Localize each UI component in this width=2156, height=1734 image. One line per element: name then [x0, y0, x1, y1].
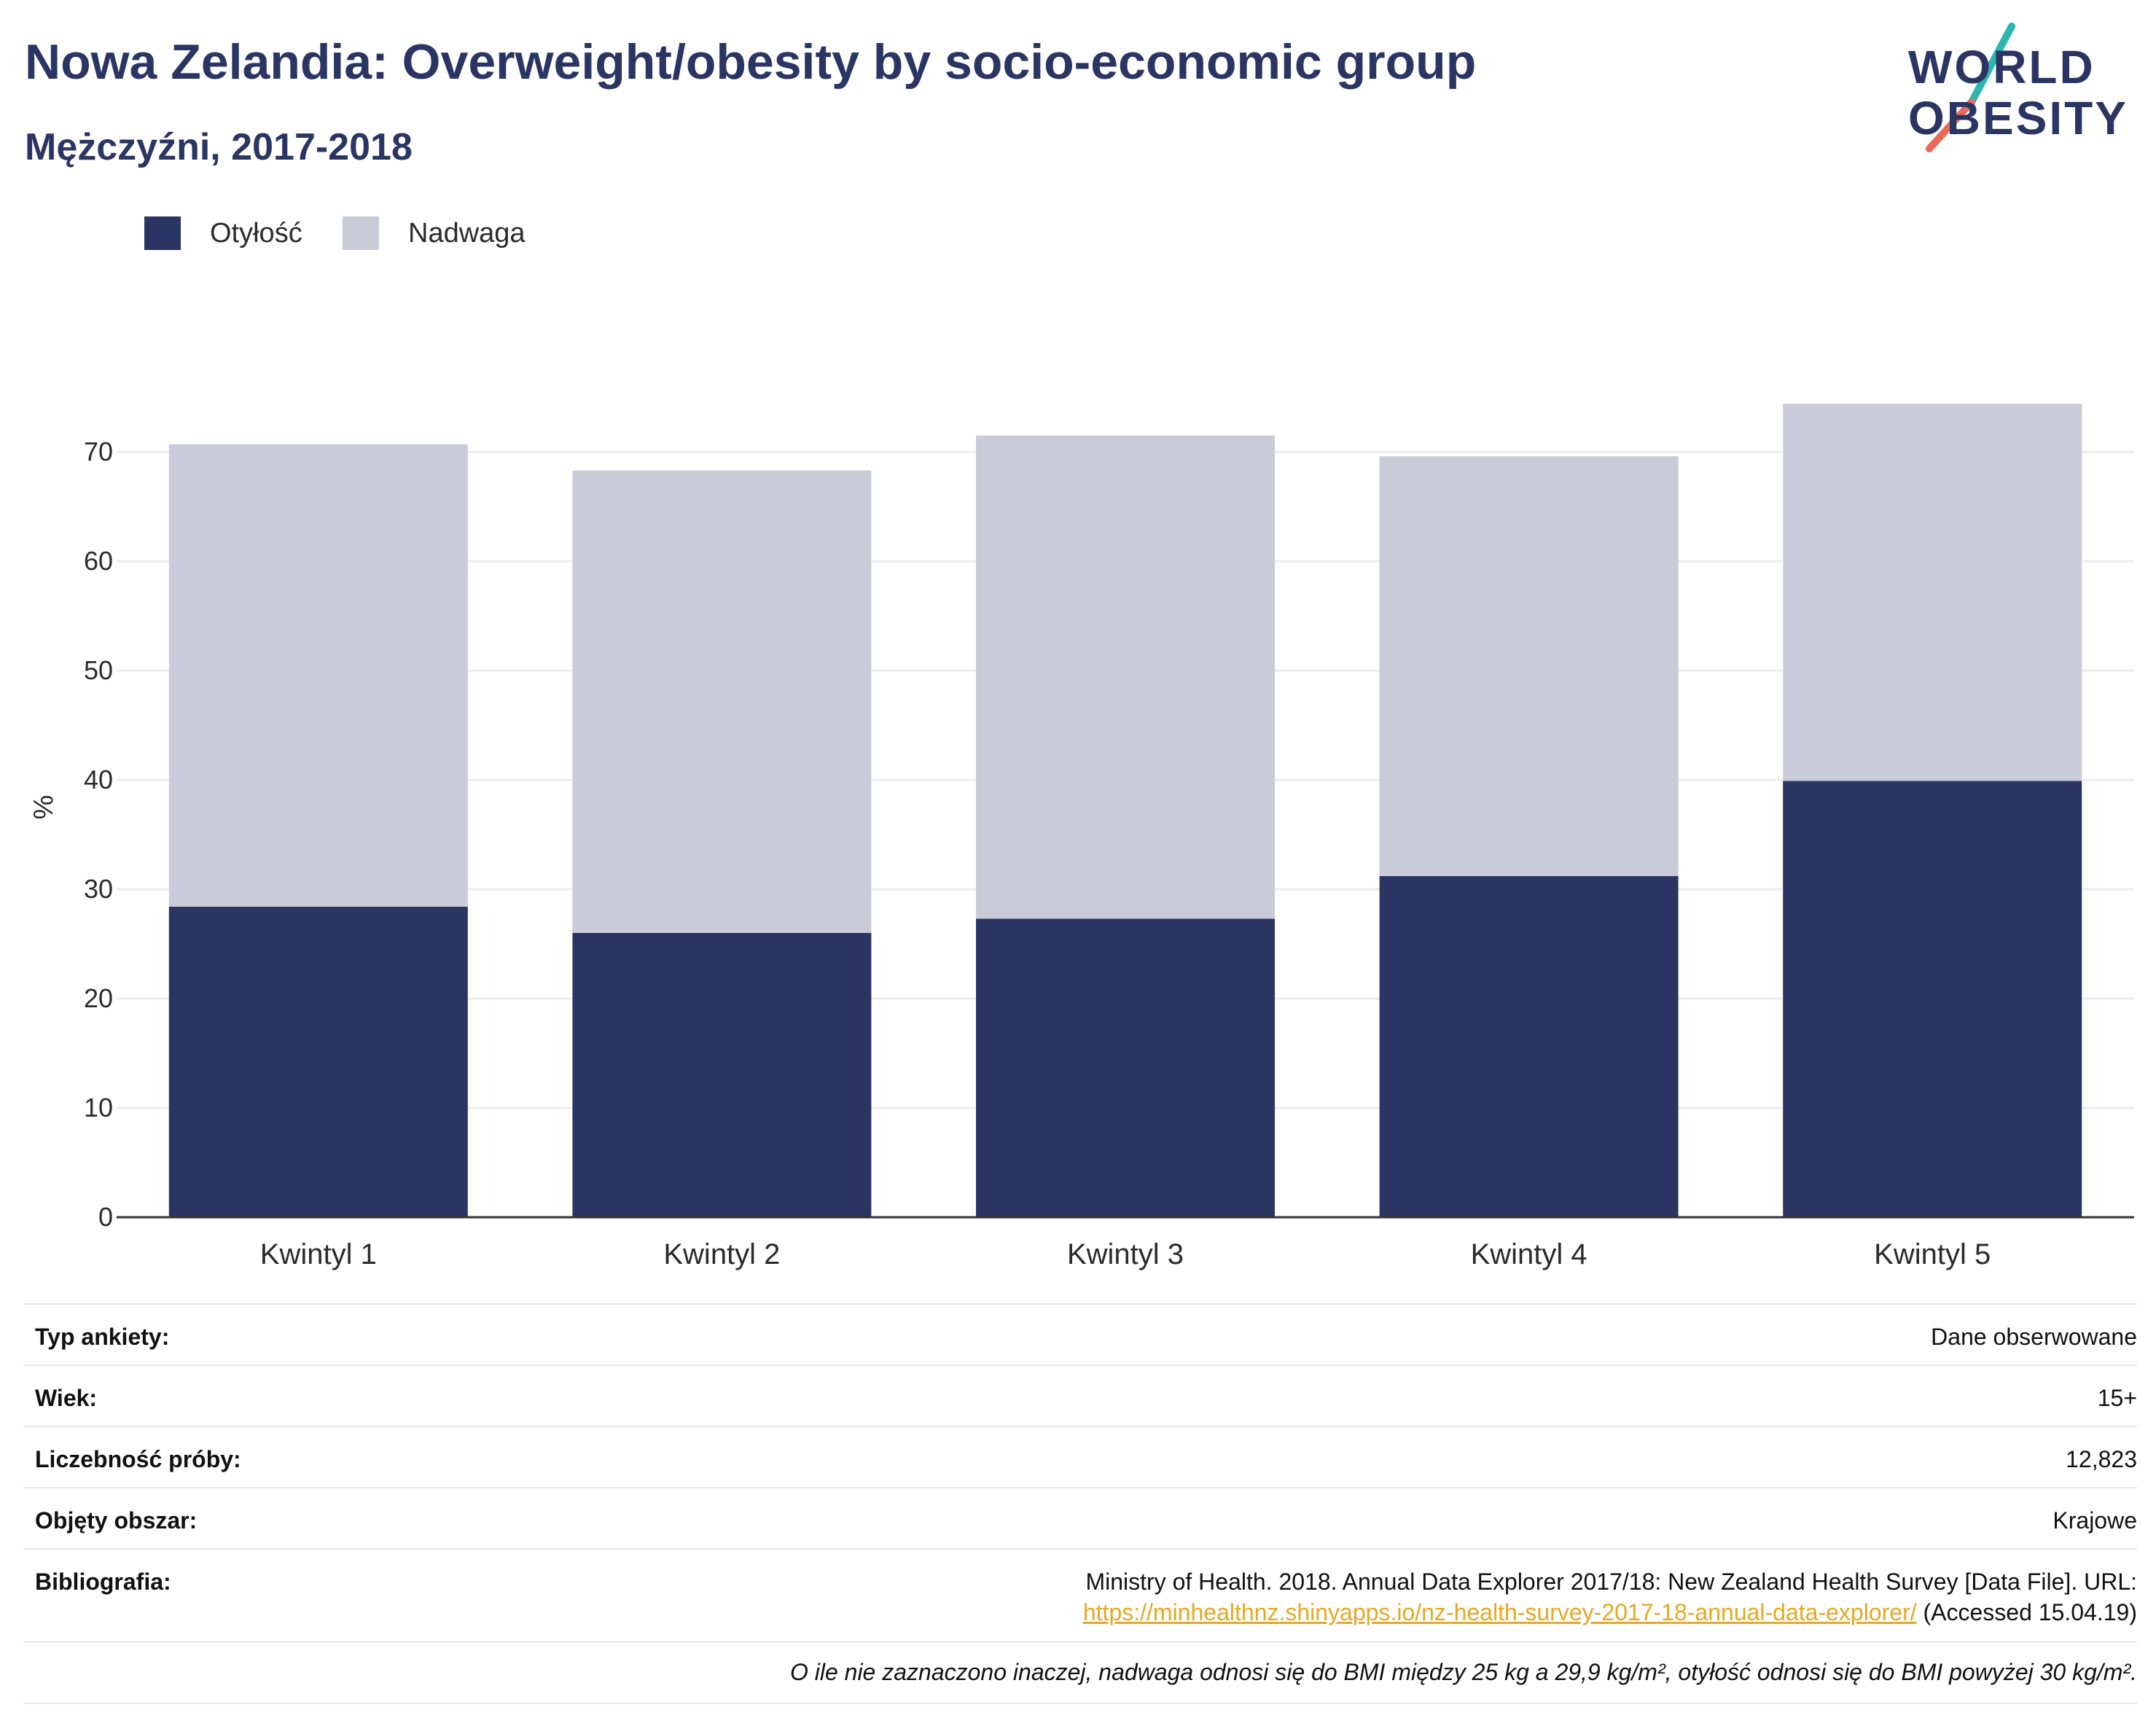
x-tick-label: Kwintyl 2	[663, 1238, 780, 1270]
y-axis-label: %	[28, 795, 59, 820]
meta-key: Wiek:	[35, 1385, 98, 1411]
logo-slash-bottom	[1926, 98, 1975, 152]
chart-subtitle: Mężczyźni, 2017-2018	[25, 126, 413, 168]
x-tick-label: Kwintyl 3	[1067, 1238, 1184, 1270]
bar-otylosc	[1379, 876, 1679, 1217]
y-tick-label: 60	[84, 546, 113, 576]
bibliography-link[interactable]: https://minhealthnz.shinyapps.io/nz-heal…	[1082, 1599, 1917, 1625]
bar-nadwaga	[1379, 456, 1679, 876]
logo-text-line2: OBESITY	[1908, 92, 2128, 144]
y-tick-label: 40	[84, 765, 113, 794]
legend-label-otylosc: Otyłość	[210, 217, 302, 249]
meta-value: Krajowe	[2053, 1507, 2137, 1534]
legend-swatch-otylosc	[144, 216, 181, 250]
bibliography-line1: Ministry of Health. 2018. Annual Data Ex…	[1085, 1569, 2137, 1595]
bar-otylosc	[1783, 781, 2082, 1217]
meta-row-area-covered: Objęty obszar: Krajowe	[23, 1487, 2137, 1548]
x-tick-label: Kwintyl 5	[1874, 1238, 1991, 1270]
meta-row-bibliography: Bibliografia: Ministry of Health. 2018. …	[23, 1548, 2137, 1641]
legend-swatch-nadwaga	[343, 216, 379, 250]
stacked-bar-chart: 0 10 20 30 40 50 60 70% Kwintyl 1 Kwintyl 2 Kwinty…	[28, 404, 2134, 1270]
meta-key: Liczebność próby:	[35, 1446, 241, 1472]
meta-value: 12,823	[2066, 1446, 2137, 1472]
bar-nadwaga	[572, 470, 872, 933]
logo-text-line1: WORLD	[1908, 41, 2096, 93]
bibliography-line2: https://minhealthnz.shinyapps.io/nz-heal…	[1083, 1599, 2137, 1626]
meta-row-age: Wiek: 15+	[23, 1364, 2137, 1426]
legend-label-nadwaga: Nadwaga	[408, 217, 526, 249]
metadata-table: Typ ankiety: Dane obserwowane Wiek: 15+ …	[23, 1303, 2137, 1704]
legend-item-nadwaga[interactable]: Nadwaga	[343, 216, 526, 250]
chart-title: Nowa Zelandia: Overweight/obesity by soc…	[25, 34, 1477, 90]
y-tick-label: 70	[84, 437, 113, 466]
definition-footnote: O ile nie zaznaczono inaczej, nadwaga od…	[789, 1659, 2137, 1685]
bar-otylosc	[168, 907, 468, 1217]
bar-otylosc	[572, 933, 872, 1217]
legend-item-otylosc[interactable]: Otyłość	[144, 216, 302, 250]
logo-slash-top	[1968, 23, 2015, 106]
x-tick-label: Kwintyl 1	[260, 1238, 377, 1270]
meta-key: Objęty obszar:	[35, 1507, 198, 1534]
bar-nadwaga	[976, 435, 1275, 919]
world-obesity-logo: WORLD OBESITY	[1895, 22, 2143, 160]
meta-key: Typ ankiety:	[35, 1324, 170, 1350]
meta-value: Dane obserwowane	[1931, 1324, 2137, 1350]
bar-nadwaga	[168, 444, 468, 907]
bibliography-accessed: (Accessed 15.04.19)	[1916, 1599, 2138, 1625]
meta-key: Bibliografia:	[35, 1569, 171, 1595]
meta-row-footnote: O ile nie zaznaczono inaczej, nadwaga od…	[23, 1641, 2137, 1704]
logo-slash-icon	[1926, 23, 2015, 152]
y-tick-label: 10	[84, 1093, 113, 1122]
y-tick-label: 20	[84, 983, 113, 1013]
bar-nadwaga	[1783, 404, 2082, 781]
meta-row-sample-size: Liczebność próby: 12,823	[23, 1426, 2137, 1487]
meta-value: 15+	[2097, 1385, 2137, 1411]
y-tick-label: 0	[98, 1202, 113, 1232]
meta-row-survey-type: Typ ankiety: Dane obserwowane	[23, 1303, 2137, 1364]
bar-otylosc	[976, 918, 1275, 1217]
y-tick-label: 30	[84, 874, 113, 904]
y-tick-label: 50	[84, 655, 113, 685]
x-tick-label: Kwintyl 4	[1471, 1238, 1587, 1270]
